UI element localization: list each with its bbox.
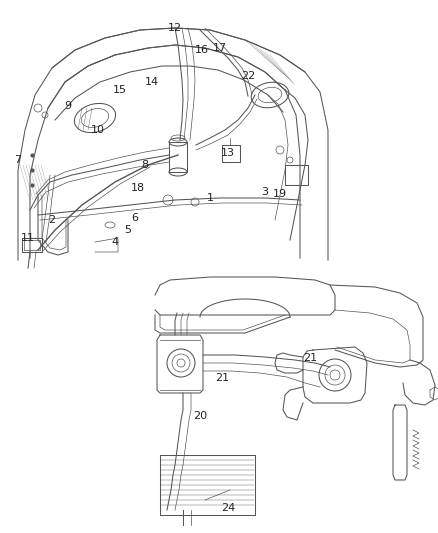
Text: 1: 1: [206, 193, 213, 203]
Text: 8: 8: [141, 160, 148, 170]
Text: 21: 21: [303, 353, 317, 363]
Text: 5: 5: [124, 225, 131, 235]
Text: 11: 11: [21, 233, 35, 243]
Text: 17: 17: [213, 43, 227, 53]
Text: 10: 10: [91, 125, 105, 135]
Text: 12: 12: [168, 23, 182, 33]
Text: 14: 14: [145, 77, 159, 87]
Text: 15: 15: [113, 85, 127, 95]
Text: 4: 4: [111, 237, 119, 247]
Text: 18: 18: [131, 183, 145, 193]
Text: 20: 20: [193, 411, 207, 421]
Text: 3: 3: [261, 187, 268, 197]
Text: 19: 19: [273, 189, 287, 199]
Bar: [169, 142, 187, 172]
Text: 13: 13: [221, 148, 235, 158]
Text: 21: 21: [215, 373, 229, 383]
Text: 9: 9: [64, 101, 71, 111]
Text: 6: 6: [131, 213, 138, 223]
Text: 22: 22: [241, 71, 255, 81]
Text: 16: 16: [195, 45, 209, 55]
Text: 7: 7: [14, 155, 21, 165]
Text: 2: 2: [49, 215, 56, 225]
Text: 24: 24: [221, 503, 235, 513]
